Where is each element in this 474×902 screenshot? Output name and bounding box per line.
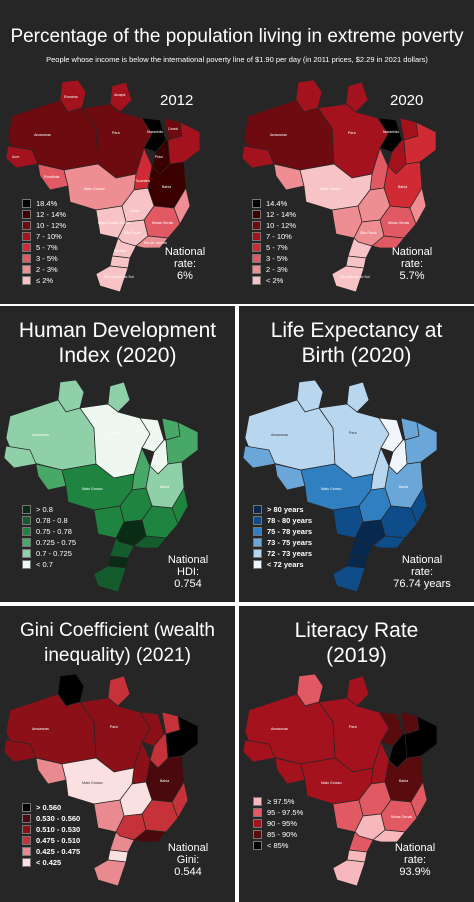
label-sp: São Paulo — [124, 231, 141, 235]
label-ms: Mato Grosso do Sul — [98, 221, 130, 225]
svg-text:Mato Grosso: Mato Grosso — [321, 781, 342, 785]
hdi-title: Human Development Index (2020) — [18, 319, 217, 367]
literacy-legend: ≥ 97.5% 95 - 97.5% 90 - 95% 85 - 90% < 8… — [253, 796, 303, 851]
state-parana — [111, 237, 137, 259]
label-maranhao: Maranhão — [147, 130, 163, 134]
life-map: Amazonas Pará Mato Grosso Bahia — [242, 379, 438, 593]
poverty-legend-2020: 14.4% 12 - 14% 10 - 12% 7 - 10% 5 - 7% 3… — [252, 198, 296, 286]
state-rondonia — [37, 163, 69, 191]
label-minas: Minas Gerais — [152, 221, 173, 225]
svg-text:Mato Grosso: Mato Grosso — [82, 487, 103, 491]
svg-text:Bahia: Bahia — [160, 485, 169, 489]
poverty-subtitle: People whose income is below the interna… — [46, 55, 428, 64]
label-amapa: Amapá — [114, 93, 125, 97]
label-bahia: Bahia — [162, 185, 171, 189]
national-hdi: National HDI: 0.754 — [167, 554, 209, 590]
year-2012: 2012 — [160, 92, 194, 109]
label-goias: Goiás — [130, 209, 140, 213]
svg-text:Pará: Pará — [349, 431, 357, 435]
state-amapa — [109, 81, 133, 113]
gini-title: Gini Coefficient (wealth inequality) (202… — [19, 620, 216, 666]
brazil-map-2020 — [241, 79, 437, 293]
svg-text:Pará: Pará — [348, 131, 356, 135]
label-rs: Rio Grande do Sul — [104, 275, 134, 279]
svg-text:Bahia: Bahia — [399, 485, 408, 489]
svg-text:Amazonas: Amazonas — [32, 727, 49, 731]
life-panel: Life Expectancy at Birth (2020) Amazonas … — [239, 306, 474, 602]
poverty-title: Percentage of the population living in e… — [10, 26, 464, 47]
legend-swatch — [22, 199, 31, 208]
svg-text:Pará: Pará — [110, 431, 118, 435]
label-tocantins: Tocantins — [135, 179, 150, 183]
national-rate-2012: National rate: 6% — [164, 246, 206, 282]
svg-text:São Paulo: São Paulo — [360, 231, 377, 235]
literacy-title: Literacy Rate (2019) — [294, 619, 419, 667]
svg-text:Minas Gerais: Minas Gerais — [391, 815, 412, 819]
life-legend: > 80 years 78 - 80 years 75 - 78 years 7… — [253, 504, 312, 570]
hdi-map: Amazonas Pará Mato Grosso Bahia — [3, 379, 199, 593]
svg-text:Mato Grosso: Mato Grosso — [320, 187, 341, 191]
svg-text:Rio Grande do Sul: Rio Grande do Sul — [340, 275, 370, 279]
state-rs — [95, 265, 129, 293]
state-espirito-santo — [173, 187, 191, 225]
label-rondonia: Rondônia — [44, 175, 59, 179]
legend-swatch — [22, 254, 31, 263]
label-parana: Paraná — [114, 249, 126, 253]
svg-text:Pará: Pará — [349, 725, 357, 729]
svg-text:Amazonas: Amazonas — [32, 433, 49, 437]
svg-text:Bahia: Bahia — [160, 779, 169, 783]
svg-text:Amazonas: Amazonas — [271, 727, 288, 731]
national-rate-2020: National rate: 5.7% — [391, 246, 433, 282]
svg-text:Amazonas: Amazonas — [270, 133, 287, 137]
year-2020: 2020 — [390, 92, 424, 109]
legend-swatch — [22, 276, 31, 285]
svg-text:Amazonas: Amazonas — [271, 433, 288, 437]
gini-map: Amazonas Pará Mato Grosso Bahia — [3, 673, 199, 887]
state-rj — [135, 235, 169, 249]
label-piaui: Piauí — [155, 155, 163, 159]
poverty-legend-2012: 18.4% 12 - 14% 10 - 12% 7 - 10% 5 - 7% 3… — [22, 198, 66, 286]
svg-text:Mato Grosso: Mato Grosso — [321, 487, 342, 491]
svg-text:Mato Grosso: Mato Grosso — [82, 781, 103, 785]
state-acre — [5, 145, 39, 169]
label-rj: Rio de Janeiro — [144, 241, 167, 245]
label-roraima: Roraima — [64, 95, 78, 99]
legend-swatch — [22, 221, 31, 230]
life-title: Life Expectancy at Birth (2020) — [270, 319, 443, 367]
poverty-map-2012: Roraima Amapá Amazonas Pará Maranhão Cea… — [5, 79, 201, 293]
label-acre: Acre — [12, 155, 19, 159]
svg-text:Bahia: Bahia — [398, 185, 407, 189]
label-mato-grosso: Mato Grosso — [84, 187, 105, 191]
national-literacy: National rate: 93.9% — [394, 842, 436, 878]
brazil-map-2012 — [5, 79, 201, 293]
gini-legend: > 0.560 0.530 - 0.560 0.510 - 0.530 0.47… — [22, 802, 80, 868]
literacy-map: Amazonas Pará Mato Grosso Bahia Minas Ge… — [242, 673, 438, 887]
label-ceara: Ceará — [168, 127, 178, 131]
gini-panel: Gini Coefficient (wealth inequality) (202… — [0, 606, 235, 902]
label-amazonas: Amazonas — [34, 133, 51, 137]
poverty-map-2020: Amazonas Pará Maranhão Bahia Mato Grosso… — [241, 79, 437, 293]
svg-text:Pará: Pará — [110, 725, 118, 729]
legend-swatch — [22, 232, 31, 241]
poverty-panel: Percentage of the population living in e… — [0, 0, 474, 304]
hdi-panel: Human Development Index (2020) Amazonas P… — [0, 306, 235, 602]
legend-swatch — [22, 210, 31, 219]
national-gini: National Gini: 0.544 — [167, 842, 209, 878]
svg-text:Minas Gerais: Minas Gerais — [388, 221, 409, 225]
literacy-panel: Literacy Rate (2019) Amazonas Pará Mato G… — [239, 606, 474, 902]
svg-text:Maranhão: Maranhão — [383, 130, 399, 134]
legend-swatch — [22, 243, 31, 252]
label-para: Pará — [112, 131, 120, 135]
hdi-legend: > 0.8 0.78 - 0.8 0.75 - 0.78 0.725 - 0.7… — [22, 504, 76, 570]
svg-text:Bahia: Bahia — [399, 779, 408, 783]
national-life: National rate: 76.74 years — [393, 554, 451, 590]
legend-swatch — [22, 265, 31, 274]
